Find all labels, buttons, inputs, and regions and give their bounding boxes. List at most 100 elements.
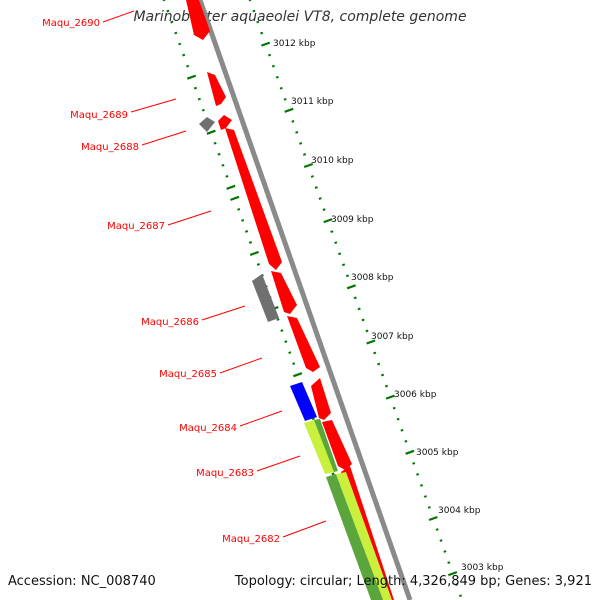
gene-arrow-maqu-2687[interactable] [225,128,282,270]
genome-stats-text: Topology: circular; Length: 4,326,849 bp… [234,574,592,589]
minor-tick [288,351,292,355]
minor-tick [447,561,451,564]
gene-block-maqu-2686-gray[interactable] [252,274,279,322]
map-title: Marinobacter aquaeolei VT8, complete gen… [133,9,467,25]
minor-tick [291,119,295,123]
minor-tick [384,384,389,388]
minor-tick [201,108,205,112]
minor-tick [427,506,431,509]
major-tick [448,571,458,577]
accession-text: Accession: NC_008740 [8,574,156,589]
minor-tick [404,439,408,443]
minor-tick [338,252,342,256]
minor-tick [260,31,264,35]
ruler-label-3003: 3003 kbp [461,563,504,573]
minor-tick [435,528,439,531]
major-tick [206,129,216,135]
major-tick [303,162,314,169]
outer-ruler-ticks [248,0,463,598]
gene-label-maqu-2690: Maqu_2690 [42,18,100,29]
gene-block-maqu-2683-lime[interactable] [304,420,335,474]
major-tick [230,195,240,201]
ruler-label-3012: 3012 kbp [273,39,316,49]
ruler-label-3010: 3010 kbp [311,156,354,166]
gene-arrow-maqu-2689[interactable] [207,72,226,106]
major-tick [366,339,376,345]
minor-tick [330,230,334,234]
gene-block-maqu-2682-lime[interactable] [336,472,392,600]
minor-tick [244,230,249,233]
gene-arrow-maqu-2686[interactable] [271,271,297,314]
ruler-label-3008: 3008 kbp [351,273,394,283]
minor-tick [256,263,260,266]
gene-arrow-maqu-2685[interactable] [287,316,320,372]
minor-tick [284,340,288,344]
minor-tick [178,42,182,46]
gene-block-maqu-2684-blue[interactable] [290,382,317,421]
gene-labels: Maqu_2690 Maqu_2689 Maqu_2688 Maqu_2687 … [42,18,280,545]
minor-tick [331,472,335,476]
major-tick [428,515,438,522]
minor-tick [416,472,420,476]
minor-tick [299,142,303,145]
major-tick [346,284,356,290]
leader-maqu-2686 [201,305,246,321]
minor-tick [279,86,283,90]
leader-maqu-2690 [102,10,135,23]
ruler-labels: 3012 kbp 3011 kbp 3010 kbp 3009 kbp 3008… [273,39,504,573]
minor-tick [252,9,256,13]
gene-block-maqu-2682-green[interactable] [326,474,383,600]
ruler-label-3005: 3005 kbp [416,448,459,458]
minor-tick [174,31,178,35]
minor-tick [361,318,365,322]
minor-tick [322,208,326,211]
minor-tick [334,241,338,245]
minor-tick [225,174,229,178]
minor-tick [423,495,427,498]
minor-tick [373,351,377,355]
minor-tick [310,175,314,178]
gene-label-maqu-2688: Maqu_2688 [81,142,139,153]
minor-tick [311,417,315,421]
minor-tick [365,329,369,333]
leader-maqu-2688 [141,130,187,146]
minor-tick [237,207,241,211]
minor-tick [213,141,217,145]
minor-tick [443,550,447,553]
minor-tick [345,274,350,278]
minor-tick [396,417,400,421]
minor-tick [419,484,424,487]
ruler-label-3009: 3009 kbp [331,215,374,225]
major-tick [284,107,294,113]
minor-tick [186,64,190,68]
major-tick [226,184,236,190]
gene-arrow-maqu-2684[interactable] [311,378,331,420]
gene-block-maqu-2688-gray[interactable] [199,117,215,132]
gene-label-maqu-2685: Maqu_2685 [159,369,217,380]
label-leaders [102,10,327,538]
ruler-label-3006: 3006 kbp [394,390,437,400]
leader-maqu-2687 [167,210,212,226]
gene-label-maqu-2684: Maqu_2684 [179,423,237,434]
major-tick [385,394,395,400]
minor-tick [295,130,299,134]
major-tick [323,218,333,224]
minor-tick [248,241,253,244]
ruler-label-3011: 3011 kbp [291,97,334,107]
minor-tick [357,307,361,311]
gene-arrow-maqu-2683[interactable] [322,420,352,470]
minor-tick [197,97,201,101]
gene-block-maqu-2683-green[interactable] [314,419,338,472]
leader-maqu-2683 [256,455,301,472]
leader-maqu-2685 [219,357,263,374]
minor-tick [217,152,221,156]
minor-tick [353,296,357,300]
gene-arrow-maqu-2688-red[interactable] [218,115,232,130]
minor-tick [182,53,186,57]
minor-tick [241,219,245,222]
gene-arrow-maqu-2690[interactable] [186,0,210,40]
genome-backbone [197,0,413,600]
major-tick [260,41,271,47]
minor-tick [275,75,279,79]
